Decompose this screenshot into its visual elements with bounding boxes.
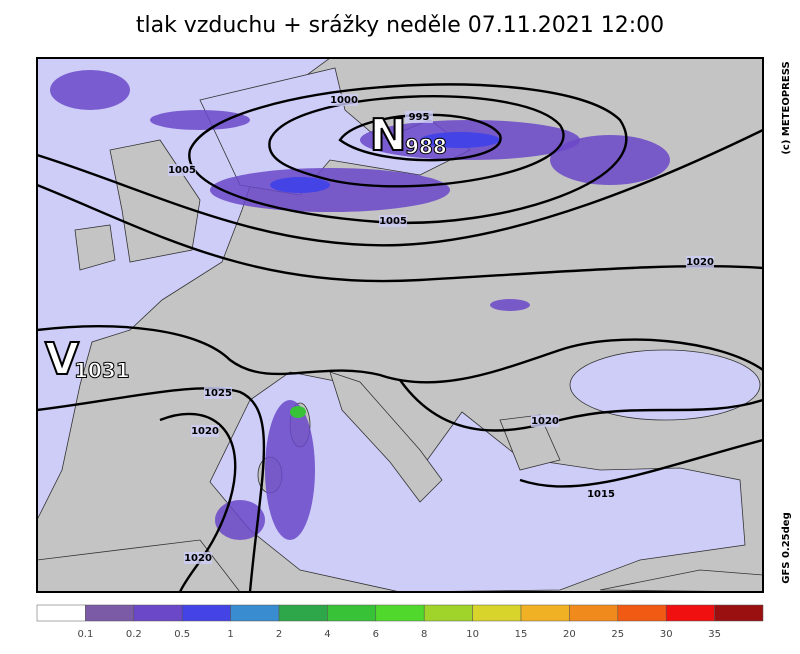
legend-swatch	[133, 604, 183, 622]
legend-label: 1	[227, 629, 233, 640]
legend-label: 0.1	[77, 629, 93, 640]
model: GFS 0.25deg	[781, 512, 792, 584]
isobar-label-bg	[184, 552, 212, 564]
legend-label: 6	[373, 629, 379, 640]
legend-label: 8	[421, 629, 427, 640]
legend-swatch	[327, 604, 377, 622]
legend-label: 0.5	[174, 629, 190, 640]
legend-label: 10	[466, 629, 479, 640]
legend-swatch	[423, 604, 473, 622]
isobar-label: 1005	[168, 165, 196, 176]
low-letter: N	[370, 110, 407, 161]
legend-swatch	[278, 604, 328, 622]
isobars	[37, 83, 763, 592]
precipitation	[50, 70, 670, 540]
legend-swatch	[375, 604, 425, 622]
legend-label: 35	[708, 629, 721, 640]
legend-label: 25	[611, 629, 624, 640]
isobar-label: 995	[409, 112, 430, 123]
legend-swatch	[714, 604, 764, 622]
legend-swatch	[230, 604, 280, 622]
isobar-label: 1020	[191, 426, 219, 437]
credit: (c) METEOPRESS	[781, 61, 792, 154]
legend-label: 0.2	[126, 629, 142, 640]
legend-label: 15	[515, 629, 528, 640]
isobar-label: 1015	[587, 489, 615, 500]
legend-swatch	[472, 604, 522, 622]
isobar-label-bg	[686, 256, 714, 268]
legend-label: 30	[660, 629, 673, 640]
legend-swatch	[569, 604, 619, 622]
legend-label: 20	[563, 629, 576, 640]
isobar-label-bg	[531, 415, 559, 427]
legend-swatch	[181, 604, 231, 622]
isobar-labels: 1000 995 1005 1005 1020 1025 1020 1020 1015 1020	[168, 94, 714, 564]
title: tlak vzduchu + srážky neděle 07.11.2021 …	[136, 13, 664, 38]
legend-swatch	[36, 604, 86, 622]
low-value: 988	[405, 135, 447, 159]
isobar-label-bg	[379, 215, 407, 227]
isobar-label-bg	[330, 94, 358, 106]
isobar-label-bg	[204, 387, 232, 399]
map	[36, 57, 764, 593]
legend-label: 4	[324, 629, 330, 640]
legend: 0.1 0.2 0.5 1 2 4 6 8 10 15 20 25 30 35	[36, 604, 764, 640]
isobar-label-bg	[168, 164, 196, 176]
isobar-label: 1005	[379, 216, 407, 227]
isobar-label: 1020	[184, 553, 212, 564]
legend-swatch	[85, 604, 135, 622]
isobar-label-bg	[405, 111, 433, 123]
legend-label: 2	[276, 629, 282, 640]
isobar-label-bg	[587, 488, 615, 500]
legend-swatch	[520, 604, 570, 622]
isobar-label: 1025	[204, 388, 232, 399]
isobar-label-bg	[191, 425, 219, 437]
isobar-label: 1000	[330, 95, 358, 106]
pressure-centers: N 988 V 1031	[44, 109, 447, 386]
high-value: 1031	[74, 359, 130, 383]
isobar-label: 1020	[531, 416, 559, 427]
legend-swatch	[617, 604, 667, 622]
legend-swatch	[665, 604, 715, 622]
high-letter: V	[45, 334, 79, 385]
isobar-label: 1020	[686, 257, 714, 268]
